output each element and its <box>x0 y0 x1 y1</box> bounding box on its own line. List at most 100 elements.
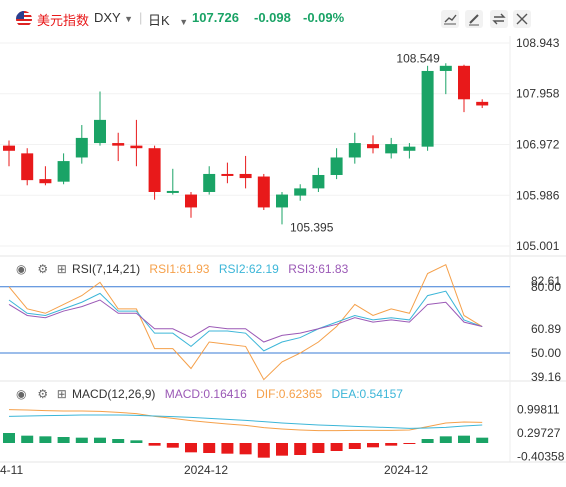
period-selector[interactable]: 日K ▼ <box>148 10 188 29</box>
symbol-selector[interactable]: DXY ▼ <box>94 10 133 25</box>
collapse-eye-icon[interactable]: ◉ <box>16 262 27 276</box>
compare-tool-button[interactable] <box>490 10 508 28</box>
x-axis-label: 2024-12 <box>184 463 228 477</box>
x-axis-label: 4-11 <box>0 463 23 477</box>
candle-body <box>367 144 379 149</box>
candle-body <box>312 174 325 189</box>
pencil-icon <box>469 14 479 26</box>
candle-body <box>257 176 270 208</box>
macd-histogram-bar <box>221 443 234 454</box>
draw-tool-button[interactable] <box>465 10 483 28</box>
macd-histogram-bar <box>130 440 143 443</box>
macd-histogram-bar <box>185 443 197 453</box>
candle-body <box>57 161 70 182</box>
macd-histogram-bar <box>330 443 343 451</box>
macd-histogram-bar <box>458 435 470 443</box>
macd-histogram-bar <box>166 443 179 448</box>
candle-body <box>330 157 343 175</box>
settings-gear-icon[interactable]: ⚙ <box>37 387 49 401</box>
macd-histogram-bar <box>203 443 216 453</box>
macd-histogram-bar <box>3 433 15 443</box>
candle-body <box>75 137 88 158</box>
header-bar: 美元指数 DXY ▼ | 日K ▼ 107.726 -0.098 -0.09% <box>0 0 566 36</box>
trend-tool-button[interactable] <box>441 10 459 28</box>
macd-histogram-bar <box>476 437 489 443</box>
macd-histogram-bar <box>439 436 452 443</box>
macd-label: MACD(12,26,9) <box>72 387 156 401</box>
candle-body <box>294 188 307 196</box>
rsi1-value: RSI1:61.93 <box>149 262 210 276</box>
price-axis-label: 107.958 <box>516 87 560 101</box>
price-value: 107.726 <box>192 10 239 25</box>
macd-histogram-bar <box>94 437 106 443</box>
price-axis-label: 108.943 <box>516 36 560 50</box>
candle-body <box>94 119 106 144</box>
rsi-axis-label: 82.61 <box>531 274 561 288</box>
dea-line <box>8 414 483 429</box>
rsi2-line <box>8 290 483 352</box>
us-flag-icon <box>16 11 32 27</box>
candle-body <box>239 173 252 179</box>
macd-histogram-bar <box>294 443 307 455</box>
macd-value: MACD:0.16416 <box>164 387 247 401</box>
symbol-label: DXY <box>94 10 121 25</box>
candle-body <box>203 173 216 192</box>
price-axis-label: 105.986 <box>516 188 560 202</box>
indicator-grid-icon[interactable]: ⊞ <box>56 262 67 276</box>
period-label: 日K <box>148 13 170 28</box>
rsi3-line <box>8 299 483 343</box>
price-axis-label: 106.972 <box>516 138 560 152</box>
macd-histogram-bar <box>421 439 434 443</box>
macd-axis-label: 0.99811 <box>517 403 560 417</box>
macd-histogram-bar <box>403 443 416 444</box>
rsi-axis-label: 39.16 <box>531 370 561 384</box>
macd-histogram-bar <box>367 443 379 448</box>
indicator-grid-icon[interactable]: ⊞ <box>56 387 67 401</box>
settings-gear-icon[interactable]: ⚙ <box>37 262 49 276</box>
dropdown-caret-icon: ▼ <box>124 14 134 24</box>
macd-histogram-bar <box>39 436 52 443</box>
rsi-label: RSI(7,14,21) <box>72 262 141 276</box>
macd-histogram-bar <box>239 443 252 455</box>
candle-body <box>130 145 143 149</box>
price-axis-label: 105.001 <box>516 239 560 253</box>
macd-histogram-bar <box>385 443 398 446</box>
macd-histogram-bar <box>312 443 325 453</box>
high-annotation: 108.549 <box>396 51 440 65</box>
collapse-eye-icon[interactable]: ◉ <box>16 387 27 401</box>
candle-body <box>112 143 125 146</box>
dif-line <box>8 409 483 432</box>
low-annotation: 105.395 <box>290 221 334 235</box>
macd-histogram-bar <box>148 443 161 446</box>
rsi1-line <box>8 263 483 381</box>
rsi2-value: RSI2:62.19 <box>218 262 279 276</box>
macd-axis-label: -0.40358 <box>517 449 565 463</box>
macd-histogram-bar <box>276 443 288 456</box>
price-change: -0.098 <box>254 10 291 25</box>
candle-body <box>348 143 361 158</box>
trend-line-icon <box>444 14 457 25</box>
macd-histogram-bar <box>57 437 70 443</box>
candle-body <box>21 153 34 181</box>
rsi-axis-label: 50.00 <box>531 346 561 360</box>
macd-histogram-bar <box>21 435 34 443</box>
rsi-axis-label: 60.89 <box>531 322 561 336</box>
rsi3-value: RSI3:61.83 <box>288 262 349 276</box>
macd-histogram-bar <box>75 437 88 443</box>
candle-body <box>166 190 179 193</box>
dropdown-caret-icon: ▼ <box>179 17 189 27</box>
macd-header: ◉ ⚙ ⊞ MACD(12,26,9) MACD:0.16416 DIF:0.6… <box>16 387 403 401</box>
candle-body <box>458 65 470 100</box>
candle-body <box>276 194 288 208</box>
index-name: 美元指数 <box>37 13 90 28</box>
x-axis-label: 2024-12 <box>384 463 428 477</box>
fullscreen-button[interactable] <box>513 10 531 28</box>
candle-body <box>185 194 197 208</box>
candle-body <box>476 101 489 106</box>
swap-arrows-icon <box>492 13 506 25</box>
candle-body <box>403 146 416 151</box>
candle-body <box>221 173 234 176</box>
expand-icon <box>516 13 528 25</box>
